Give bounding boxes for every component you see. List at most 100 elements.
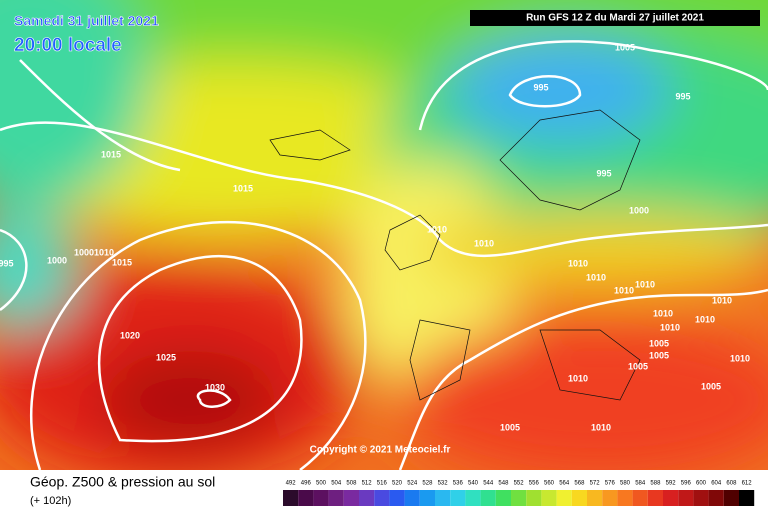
run-label: Run GFS 12 Z du Mardi 27 juillet 2021 bbox=[526, 13, 704, 24]
scale-swatch bbox=[511, 490, 527, 506]
isobar-label: 995 bbox=[533, 82, 548, 92]
scale-swatch bbox=[435, 490, 451, 506]
scale-label: 564 bbox=[559, 481, 570, 487]
isobar-label: 1000 bbox=[74, 247, 94, 257]
scale-swatch bbox=[663, 490, 679, 506]
coastlines bbox=[269, 109, 641, 401]
map bbox=[0, 0, 768, 470]
isobar-label: 1010 bbox=[635, 279, 655, 289]
scale-label: 504 bbox=[331, 481, 342, 487]
scale-label: 536 bbox=[453, 481, 464, 487]
isobar-label: 1005 bbox=[649, 350, 669, 360]
scale-swatch bbox=[359, 490, 375, 506]
scale-label: 568 bbox=[574, 481, 585, 487]
scale-swatch bbox=[419, 490, 435, 506]
scale-label: 584 bbox=[635, 481, 646, 487]
isobar-label: 995 bbox=[596, 168, 611, 178]
scale-label: 532 bbox=[438, 481, 449, 487]
isobar-label: 1005 bbox=[500, 422, 520, 432]
scale-label: 516 bbox=[377, 481, 388, 487]
scale-swatch bbox=[587, 490, 603, 506]
isobar-label: 1010 bbox=[94, 247, 114, 257]
scale-swatch bbox=[678, 490, 694, 506]
isobar-label: 1005 bbox=[701, 381, 721, 391]
isobar-label: 1020 bbox=[120, 330, 140, 340]
scale-label: 612 bbox=[742, 481, 753, 487]
scale-swatch bbox=[495, 490, 511, 506]
isobar-label: 1005 bbox=[649, 338, 669, 348]
isobar-label: 1015 bbox=[112, 257, 132, 267]
footer-lead: (+ 102h) bbox=[30, 495, 71, 507]
scale-swatch bbox=[693, 490, 709, 506]
scale-label: 580 bbox=[620, 481, 631, 487]
scale-label: 528 bbox=[422, 481, 433, 487]
isobar-label: 1030 bbox=[205, 382, 225, 392]
scale-swatch bbox=[723, 490, 739, 506]
scale-label: 496 bbox=[301, 481, 312, 487]
scale-swatch bbox=[708, 490, 724, 506]
scale-label: 548 bbox=[498, 481, 509, 487]
scale-label: 576 bbox=[605, 481, 616, 487]
scale-label: 552 bbox=[514, 481, 525, 487]
isobar-label: 1000 bbox=[47, 255, 67, 265]
isobar-label: 1010 bbox=[568, 258, 588, 268]
scale-label: 560 bbox=[544, 481, 555, 487]
isobar-label: 1005 bbox=[615, 42, 635, 52]
scale-label: 608 bbox=[726, 481, 737, 487]
run-box bbox=[470, 10, 760, 26]
scale-label: 600 bbox=[696, 481, 707, 487]
copyright: Copyright © 2021 Meteociel.fr bbox=[310, 445, 451, 456]
scale-swatch bbox=[343, 490, 359, 506]
scale-label: 492 bbox=[286, 481, 297, 487]
scale-label: 524 bbox=[407, 481, 418, 487]
scale-label: 540 bbox=[468, 481, 479, 487]
footer-title: Géop. Z500 & pression au sol bbox=[30, 474, 215, 490]
scale-swatch bbox=[739, 490, 755, 506]
scale-label: 520 bbox=[392, 481, 403, 487]
scale-swatch bbox=[602, 490, 618, 506]
isobar-label: 995 bbox=[675, 91, 690, 101]
isobar-label: 1010 bbox=[614, 285, 634, 295]
isobar-label: 1010 bbox=[427, 224, 447, 234]
isobars bbox=[0, 40, 768, 470]
isobar-label: 995 bbox=[0, 258, 14, 268]
date-label: Samedi 31 juillet 2021 bbox=[14, 13, 159, 29]
scale-swatch bbox=[283, 490, 299, 506]
scale-swatch bbox=[298, 490, 314, 506]
scale-label: 604 bbox=[711, 481, 722, 487]
isobar-label: 1010 bbox=[586, 272, 606, 282]
scale-label: 512 bbox=[362, 481, 373, 487]
scale-label: 572 bbox=[590, 481, 601, 487]
isobar-label: 1010 bbox=[474, 238, 494, 248]
isobar-label: 1015 bbox=[101, 149, 121, 159]
scale-swatch bbox=[571, 490, 587, 506]
isobar-label: 1010 bbox=[653, 308, 673, 318]
scale-label: 556 bbox=[529, 481, 540, 487]
scale-swatch bbox=[328, 490, 344, 506]
scale-swatch bbox=[541, 490, 557, 506]
scale-swatch bbox=[617, 490, 633, 506]
color-scale: 492 496 500 504 508 512 516 520 524 528 532 536 540 5… bbox=[283, 481, 755, 506]
scale-swatch bbox=[374, 490, 390, 506]
scale-label: 544 bbox=[483, 481, 494, 487]
scale-label: 592 bbox=[666, 481, 677, 487]
isobar-label: 1015 bbox=[233, 183, 253, 193]
scale-swatch bbox=[389, 490, 405, 506]
isobar-label: 1010 bbox=[695, 314, 715, 324]
isobar-label: 1010 bbox=[712, 295, 732, 305]
scale-label: 588 bbox=[650, 481, 661, 487]
scale-swatch bbox=[526, 490, 542, 506]
scale-swatch bbox=[556, 490, 572, 506]
isobar-label: 1010 bbox=[568, 373, 588, 383]
time-label: 20:00 locale bbox=[14, 35, 122, 56]
scale-label: 596 bbox=[681, 481, 692, 487]
scale-swatch bbox=[647, 490, 663, 506]
isobar-label: 1005 bbox=[628, 361, 648, 371]
scale-swatch bbox=[465, 490, 481, 506]
scale-swatch bbox=[404, 490, 420, 506]
scale-swatch bbox=[313, 490, 329, 506]
scale-label: 508 bbox=[346, 481, 357, 487]
isobar-label: 1010 bbox=[660, 322, 680, 332]
